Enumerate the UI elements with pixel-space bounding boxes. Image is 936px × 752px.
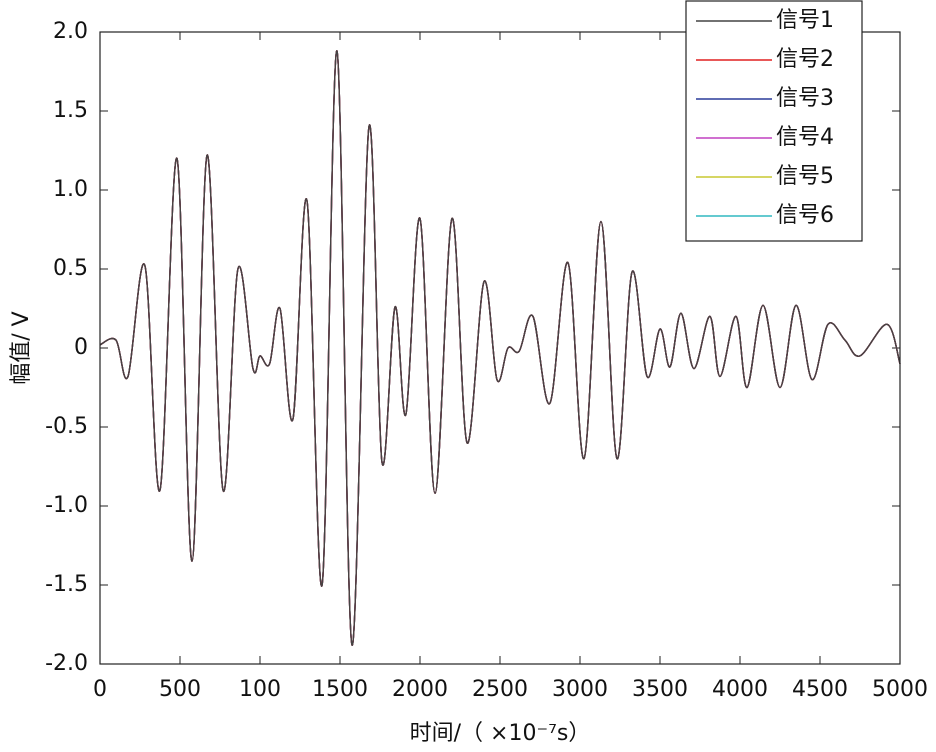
x-tick-label: 4000	[712, 677, 768, 702]
signal-line	[99, 50, 901, 646]
x-tick-label: 4500	[792, 677, 848, 702]
legend-label: 信号2	[776, 47, 834, 72]
y-tick-label: 0	[74, 335, 88, 360]
x-tick-label: 0	[93, 677, 107, 702]
y-tick-label: 1.5	[53, 98, 88, 123]
y-tick-label: -2.0	[45, 651, 88, 676]
x-tick-label: 3500	[632, 677, 688, 702]
y-tick-label: 2.0	[53, 19, 88, 44]
x-tick-label: 3000	[552, 677, 608, 702]
legend-label: 信号6	[776, 203, 834, 228]
y-tick-label: 1.0	[53, 177, 88, 202]
legend-label: 信号5	[776, 164, 834, 189]
x-tick-label: 5000	[872, 677, 928, 702]
x-tick-label: 1500	[312, 677, 368, 702]
y-tick-label: -1.5	[45, 572, 88, 597]
plot-frame	[99, 31, 901, 665]
y-axis-label: 幅值/ V	[9, 311, 34, 384]
legend-label: 信号4	[776, 125, 834, 150]
legend-label: 信号3	[776, 86, 834, 111]
y-tick-label: 0.5	[53, 256, 88, 281]
x-axis-label: 时间/（ ×10⁻⁷s）	[410, 721, 591, 746]
x-tick-label: 2000	[392, 677, 448, 702]
x-tick-label: 2500	[472, 677, 528, 702]
legend-box	[685, 0, 863, 242]
x-tick-label: 500	[159, 677, 201, 702]
y-tick-label: -0.5	[45, 414, 88, 439]
x-tick-label: 100	[239, 677, 281, 702]
y-tick-label: -1.0	[45, 493, 88, 518]
legend-label: 信号1	[776, 8, 834, 33]
